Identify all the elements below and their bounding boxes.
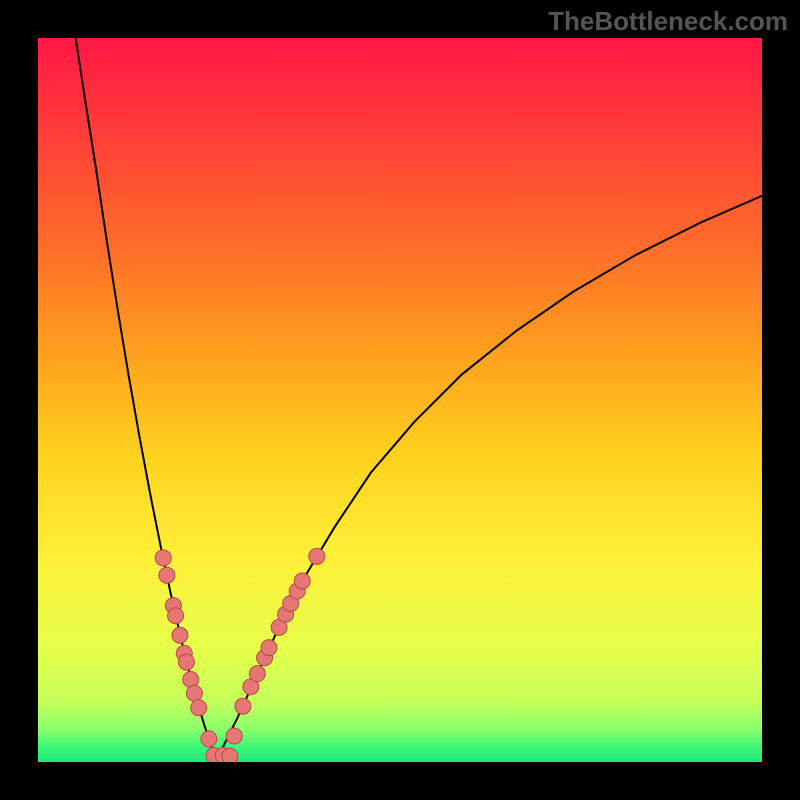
marker-point [309,548,325,564]
marker-point [294,573,310,589]
marker-point [155,550,171,566]
marker-point [168,608,184,624]
watermark-text: TheBottleneck.com [548,6,788,37]
marker-point [159,567,175,583]
chart-root: TheBottleneck.com [0,0,800,800]
marker-point [201,731,217,747]
marker-point [235,698,251,714]
plot-area [38,38,762,762]
plot-svg [38,38,762,762]
marker-point [261,640,277,656]
marker-point [249,666,265,682]
marker-point [191,700,207,716]
marker-point [222,748,238,762]
marker-point [172,627,188,643]
marker-point [226,728,242,744]
marker-point [178,654,194,670]
marker-point [186,685,202,701]
gradient-background [38,38,762,762]
